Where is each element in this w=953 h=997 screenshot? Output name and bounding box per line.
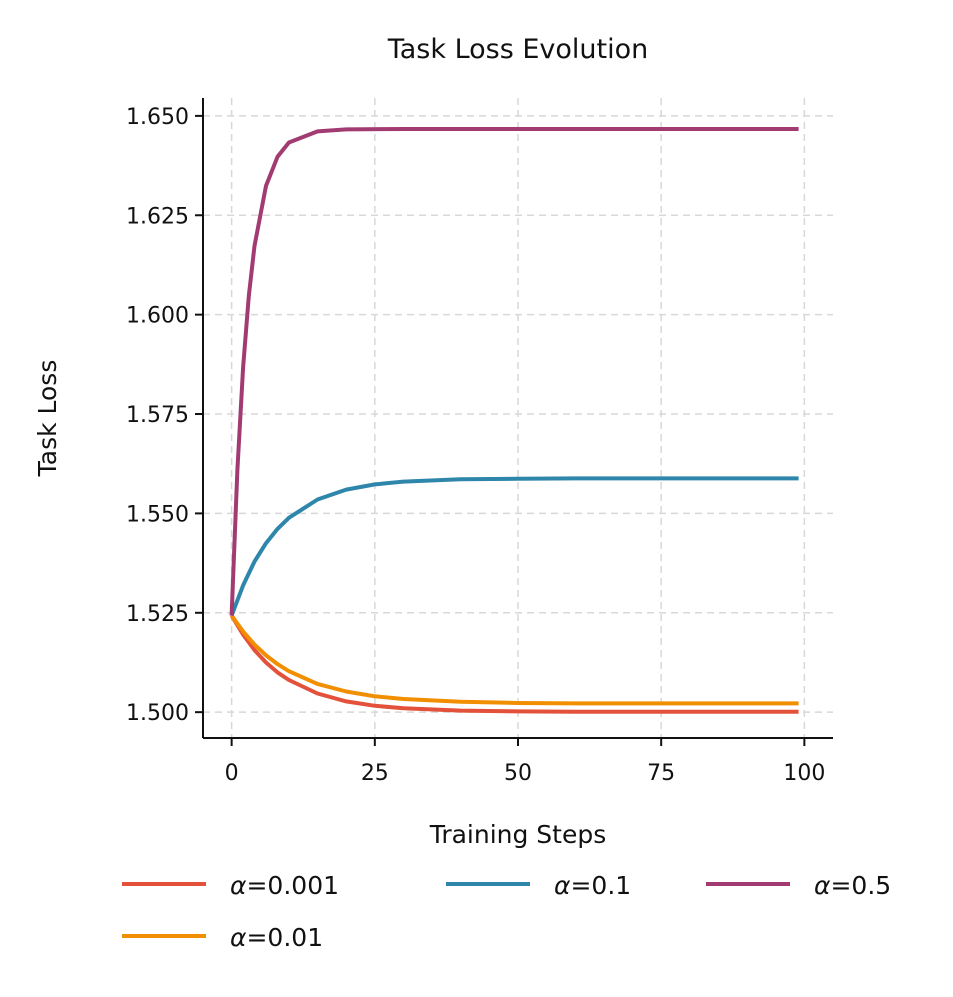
x-tick-label: 50 bbox=[504, 761, 532, 786]
y-axis-label: Task Loss bbox=[33, 360, 62, 478]
x-axis-label: Training Steps bbox=[429, 820, 607, 849]
y-tick-label: 1.650 bbox=[126, 105, 189, 130]
chart-title: Task Loss Evolution bbox=[387, 34, 649, 65]
series-line bbox=[229, 614, 799, 714]
legend-label: α=0.001 bbox=[230, 871, 339, 900]
y-tick-label: 1.575 bbox=[126, 403, 189, 428]
legend-label: α=0.01 bbox=[230, 923, 323, 952]
series-line bbox=[229, 614, 799, 706]
y-tick-label: 1.525 bbox=[126, 602, 189, 627]
legend-label: α=0.1 bbox=[554, 871, 631, 900]
x-tick-label: 25 bbox=[361, 761, 389, 786]
y-tick-label: 1.500 bbox=[126, 701, 189, 726]
x-tick-label: 0 bbox=[225, 761, 239, 786]
legend-label: α=0.5 bbox=[814, 871, 891, 900]
y-tick-label: 1.550 bbox=[126, 502, 189, 527]
y-tick-label: 1.625 bbox=[126, 204, 189, 229]
x-tick-label: 75 bbox=[647, 761, 675, 786]
legend: α=0.001 α=0.01 α=0.1 α=0.5 bbox=[122, 871, 891, 952]
y-tick-label: 1.600 bbox=[126, 304, 189, 329]
series-line bbox=[229, 127, 799, 616]
x-tick-label: 100 bbox=[783, 761, 825, 786]
series-line bbox=[229, 476, 799, 617]
